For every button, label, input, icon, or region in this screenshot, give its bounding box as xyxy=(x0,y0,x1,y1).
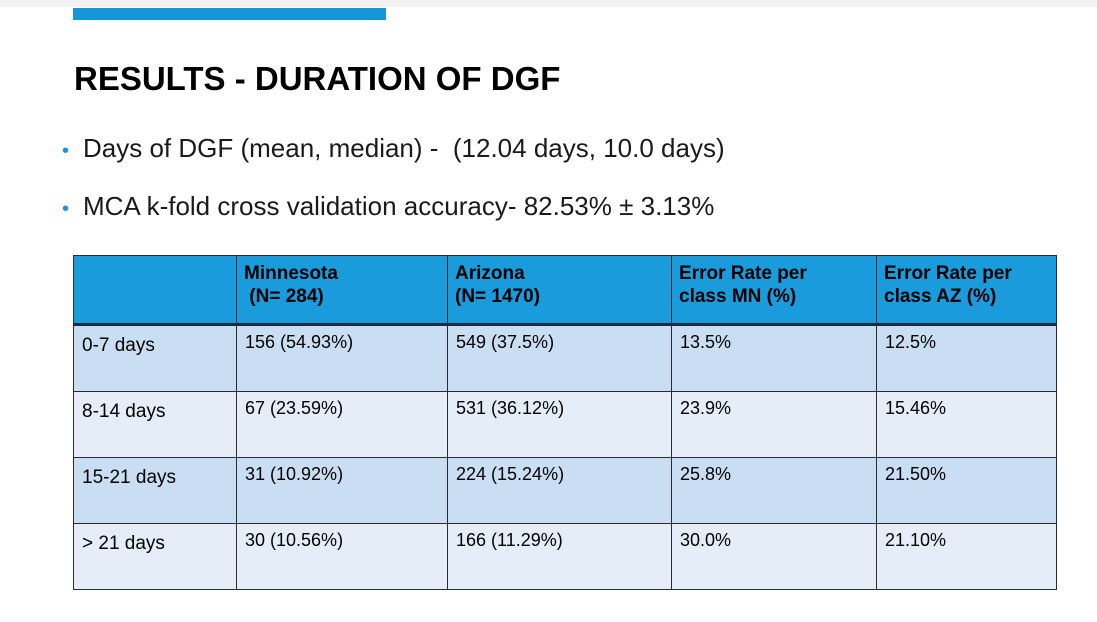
bullet-list: • Days of DGF (mean, median) - (12.04 da… xyxy=(62,133,725,249)
bullet-item: • Days of DGF (mean, median) - (12.04 da… xyxy=(62,133,725,191)
table-header-row: Minnesota (N= 284) Arizona (N= 1470) Err… xyxy=(73,255,1057,326)
bullet-text: MCA k-fold cross validation accuracy- 82… xyxy=(83,191,715,221)
table-cell: 531 (36.12%) xyxy=(447,391,672,458)
table-cell: 30 (10.56%) xyxy=(236,523,448,590)
row-label: > 21 days xyxy=(73,523,237,590)
bullet-dot-icon: • xyxy=(62,140,70,162)
table-cell: 15.46% xyxy=(876,391,1057,458)
accent-bar xyxy=(73,8,386,20)
header-cell-error-mn: Error Rate per class MN (%) xyxy=(671,255,877,326)
table-cell: 30.0% xyxy=(671,523,877,590)
table-row: 8-14 days 67 (23.59%) 531 (36.12%) 23.9%… xyxy=(73,391,1057,458)
table-cell: 156 (54.93%) xyxy=(236,324,448,392)
table-cell: 21.10% xyxy=(876,523,1057,590)
row-label: 0-7 days xyxy=(73,324,237,392)
table-cell: 31 (10.92%) xyxy=(236,457,448,524)
bullet-text: Days of DGF (mean, median) - (12.04 days… xyxy=(83,133,725,163)
table-cell: 166 (11.29%) xyxy=(447,523,672,590)
header-cell-error-az: Error Rate per class AZ (%) xyxy=(876,255,1057,326)
table-row: 0-7 days 156 (54.93%) 549 (37.5%) 13.5% … xyxy=(73,324,1057,392)
table-cell: 67 (23.59%) xyxy=(236,391,448,458)
bullet-dot-icon: • xyxy=(62,198,70,220)
row-label: 15-21 days xyxy=(73,457,237,524)
slide-title: RESULTS - DURATION OF DGF xyxy=(74,60,561,97)
table-cell: 13.5% xyxy=(671,324,877,392)
table-row: > 21 days 30 (10.56%) 166 (11.29%) 30.0%… xyxy=(73,523,1057,590)
table-cell: 21.50% xyxy=(876,457,1057,524)
table-cell: 549 (37.5%) xyxy=(447,324,672,392)
table-cell: 12.5% xyxy=(876,324,1057,392)
table-row: 15-21 days 31 (10.92%) 224 (15.24%) 25.8… xyxy=(73,457,1057,524)
top-band xyxy=(0,0,1097,7)
header-cell-arizona: Arizona (N= 1470) xyxy=(447,255,672,326)
bullet-item: • MCA k-fold cross validation accuracy- … xyxy=(62,191,725,249)
table-cell: 25.8% xyxy=(671,457,877,524)
header-cell-minnesota: Minnesota (N= 284) xyxy=(236,255,448,326)
table-cell: 224 (15.24%) xyxy=(447,457,672,524)
row-label: 8-14 days xyxy=(73,391,237,458)
table-cell: 23.9% xyxy=(671,391,877,458)
header-cell-empty xyxy=(73,255,237,326)
results-table: Minnesota (N= 284) Arizona (N= 1470) Err… xyxy=(73,255,1057,590)
